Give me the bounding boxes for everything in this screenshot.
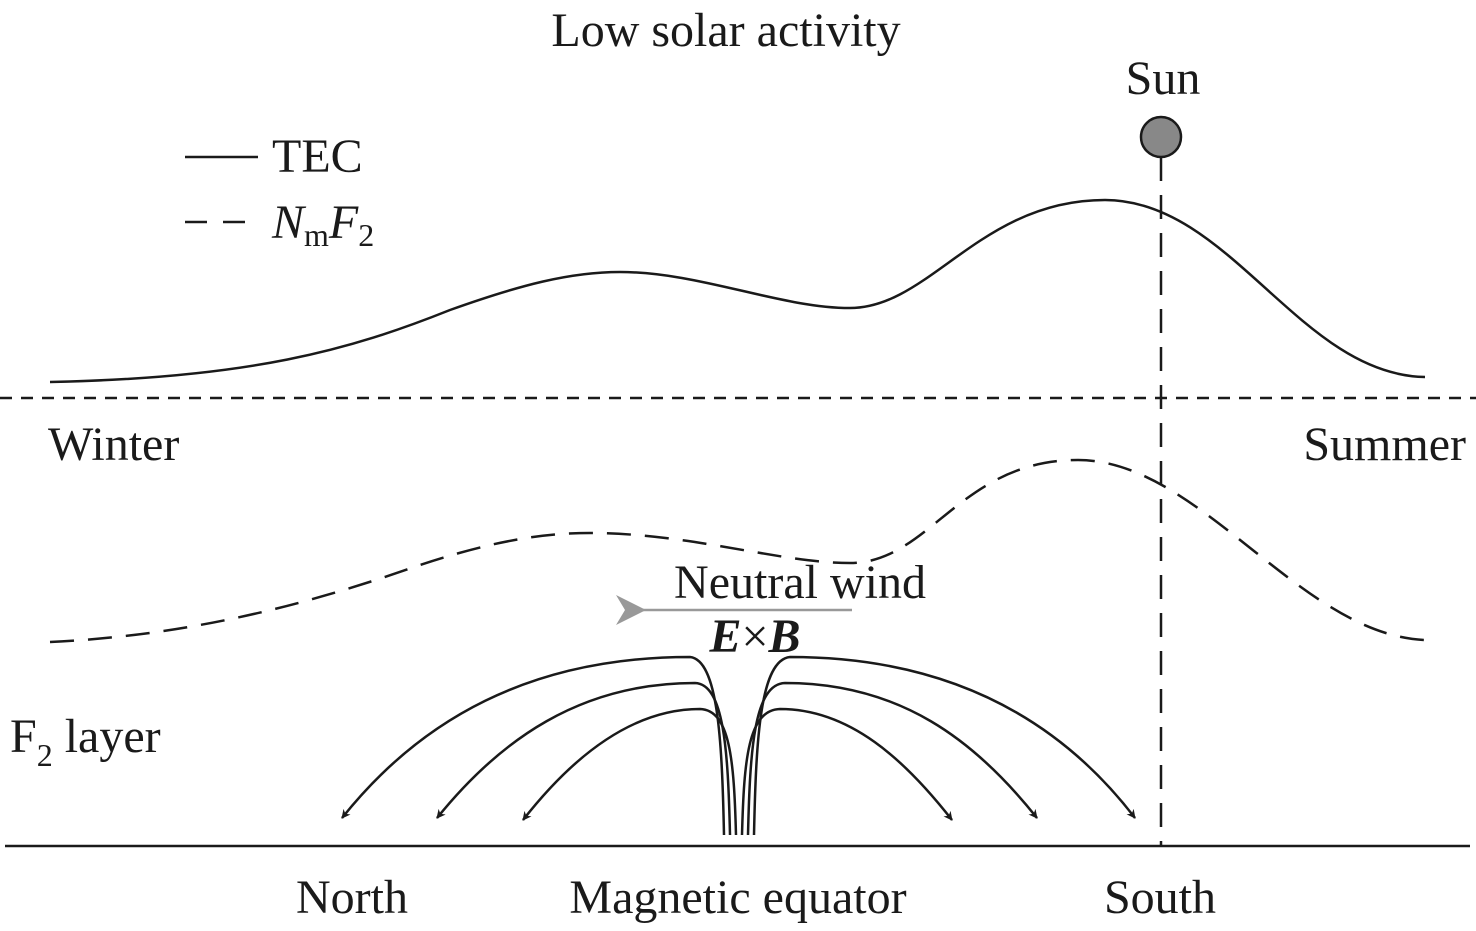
sun	[1139, 115, 1183, 159]
north: North	[296, 871, 408, 924]
two: 2	[358, 217, 374, 253]
legend-tec: TEC	[272, 130, 363, 183]
summer: Summer	[1303, 418, 1466, 471]
rest: layer	[53, 710, 161, 763]
f: F	[10, 710, 37, 763]
m: m	[304, 217, 329, 253]
neutral-wind: Neutral wind	[674, 556, 926, 609]
field-lines	[341, 655, 1136, 836]
n: N	[271, 196, 307, 249]
nmf2-curve	[49, 458, 1426, 644]
e: E	[708, 610, 741, 663]
f: F	[328, 196, 359, 249]
times: ×	[741, 610, 768, 663]
south: South	[1104, 871, 1216, 924]
equator: Magnetic equator	[569, 871, 906, 924]
title: Low solar activity	[551, 4, 900, 57]
sub: 2	[37, 737, 53, 773]
exb: E×B	[708, 610, 800, 663]
f2-layer: F2 layer	[10, 710, 161, 773]
sun-label: Sun	[1126, 52, 1201, 105]
winter: Winter	[48, 418, 179, 471]
b: B	[768, 610, 801, 663]
tec-curve	[49, 198, 1426, 384]
legend-nmf2: NmF2	[271, 196, 374, 253]
